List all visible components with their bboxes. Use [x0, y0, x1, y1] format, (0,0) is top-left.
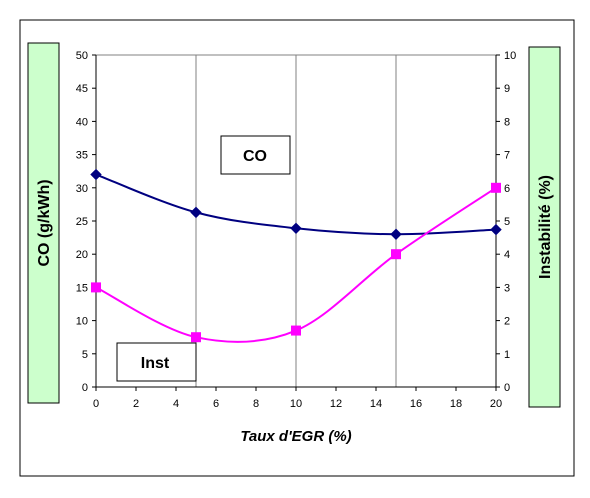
y2-tick-label: 2	[504, 316, 510, 328]
y2-tick-label: 1	[504, 349, 510, 361]
y-tick-label: 50	[76, 50, 88, 62]
x-tick-label: 10	[290, 398, 302, 410]
data-point-co	[490, 223, 502, 236]
data-point-inst	[491, 182, 501, 193]
annotation-co-label: CO	[243, 148, 267, 165]
y-axis-title-box	[27, 42, 60, 404]
x-tick-label: 6	[213, 398, 219, 410]
x-tick-label: 2	[133, 398, 139, 410]
data-point-co	[90, 168, 102, 181]
annotation-inst-box	[116, 342, 197, 382]
data-point-co	[290, 222, 302, 235]
y2-tick-label: 0	[504, 382, 510, 394]
y-tick-label: 5	[82, 349, 88, 361]
x-tick-label: 8	[253, 398, 259, 410]
x-tick-label: 16	[410, 398, 422, 410]
y-tick-label: 45	[76, 83, 88, 95]
y-axis-title: CO (g/kWh)	[36, 179, 53, 266]
y-tick-label: 0	[82, 382, 88, 394]
data-point-inst	[391, 249, 401, 260]
y2-tick-label: 4	[504, 249, 510, 261]
series-layer	[90, 168, 502, 343]
y-tick-label: 40	[76, 116, 88, 128]
x-tick-label: 14	[370, 398, 382, 410]
y2-tick-label: 7	[504, 150, 510, 162]
y-tick-label: 25	[76, 216, 88, 228]
data-point-inst	[191, 332, 201, 343]
y2-tick-label: 10	[504, 50, 516, 62]
y2-tick-label: 3	[504, 282, 510, 294]
y-tick-label: 35	[76, 150, 88, 162]
y2-tick-label: 6	[504, 183, 510, 195]
annotation-co-box	[220, 135, 291, 175]
x-tick-label: 12	[330, 398, 342, 410]
x-tick-label: 4	[173, 398, 179, 410]
y2-axis-title-box	[528, 46, 561, 408]
y-tick-label: 30	[76, 183, 88, 195]
y2-tick-label: 5	[504, 216, 510, 228]
x-tick-label: 20	[490, 398, 502, 410]
annotation-inst-label: Inst	[141, 355, 170, 372]
y-tick-label: 10	[76, 316, 88, 328]
y-tick-label: 15	[76, 282, 88, 294]
y-tick-label: 20	[76, 249, 88, 261]
data-point-inst	[91, 282, 101, 293]
x-axis-title: Taux d'EGR (%)	[240, 428, 351, 445]
x-tick-label: 18	[450, 398, 462, 410]
x-tick-label: 0	[93, 398, 99, 410]
data-point-inst	[291, 325, 301, 336]
data-point-co	[390, 228, 402, 240]
y2-axis-title: Instabilité (%)	[537, 175, 554, 279]
y2-tick-label: 9	[504, 83, 510, 95]
y2-tick-label: 8	[504, 116, 510, 128]
data-point-co	[190, 206, 202, 219]
